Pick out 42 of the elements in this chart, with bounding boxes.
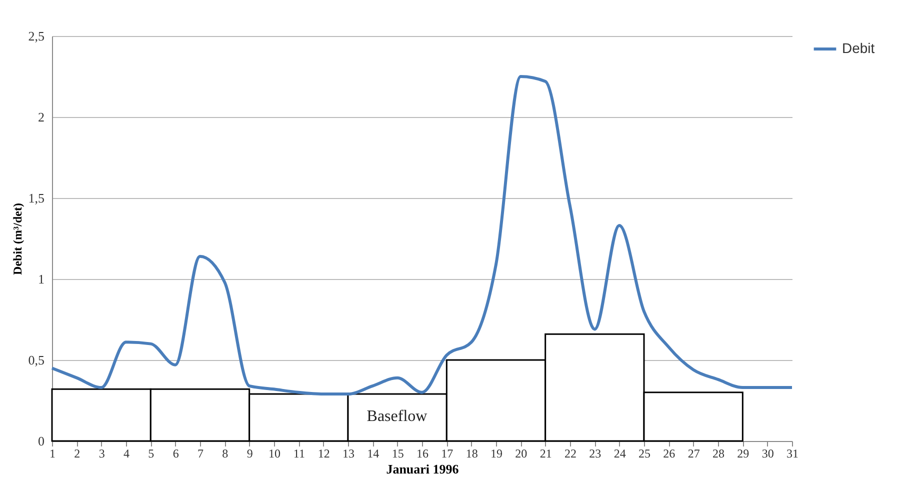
x-tick-label: 11 [293, 446, 305, 460]
x-tick-label: 1 [50, 446, 56, 460]
x-tick-label: 10 [268, 446, 280, 460]
y-tick-label: 2 [38, 110, 44, 124]
x-tick-label: 14 [367, 446, 380, 460]
x-tick-label: 27 [688, 446, 700, 460]
x-tick-label: 2 [74, 446, 80, 460]
x-tick-label: 26 [663, 446, 676, 460]
x-tick-label: 24 [614, 446, 626, 460]
x-tick-label: 22 [564, 446, 576, 460]
y-tick-label: 0,5 [28, 352, 44, 368]
line-series [50, 75, 794, 396]
x-tick-label: 28 [712, 446, 724, 460]
y-tick-label: 0 [38, 434, 44, 448]
x-tick-label: 31 [786, 446, 798, 460]
x-tick-label: 9 [246, 446, 253, 460]
legend-label: Debit [842, 40, 875, 56]
annotation: Baseflow [366, 408, 428, 425]
y-axis-title: Debit (m³/det) [10, 203, 24, 275]
x-tick-label: 5 [148, 446, 154, 460]
x-tick-label: 12 [318, 446, 330, 460]
x-tick-label: 23 [589, 446, 602, 460]
x-tick-label: 16 [416, 446, 428, 460]
x-tick-label: 20 [515, 446, 528, 460]
x-tick-label: 21 [540, 446, 552, 460]
x-tick-label: 3 [98, 446, 105, 460]
x-tick-label: 13 [342, 446, 354, 460]
x-tick-label: 15 [392, 446, 404, 460]
x-tick-label: 7 [198, 446, 204, 460]
y-tick-label: 2,5 [28, 28, 44, 44]
x-tick-label: 4 [124, 446, 130, 460]
x-tick-label: 6 [172, 446, 179, 460]
x-tick-label: 8 [222, 446, 228, 460]
y-tick-label: 1,5 [28, 190, 44, 206]
x-tick-label: 30 [762, 446, 774, 460]
x-tick-label: 19 [490, 446, 502, 460]
y-tick-label: 1 [38, 272, 44, 286]
x-tick-label: 18 [466, 446, 478, 460]
x-tick-label: 29 [737, 446, 750, 460]
x-axis-title: Januari 1996 [386, 462, 460, 476]
x-tick-label: 25 [638, 446, 650, 460]
x-tick-label: 17 [441, 446, 454, 460]
